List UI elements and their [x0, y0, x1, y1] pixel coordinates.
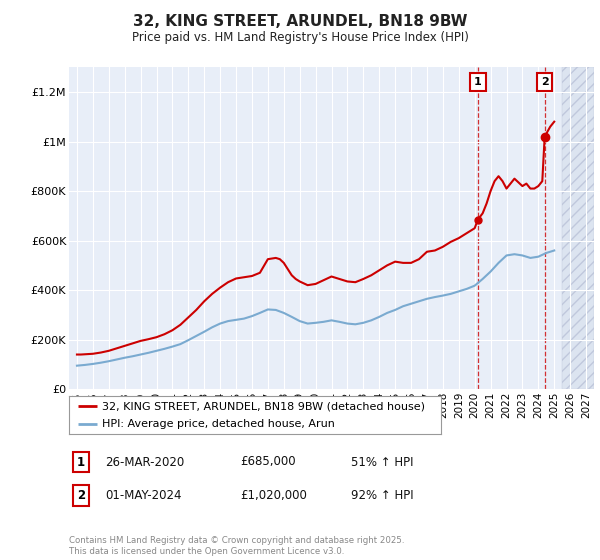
Bar — [562, 67, 594, 389]
Text: 92% ↑ HPI: 92% ↑ HPI — [351, 489, 413, 502]
Text: £685,000: £685,000 — [240, 455, 296, 469]
Text: HPI: Average price, detached house, Arun: HPI: Average price, detached house, Arun — [103, 419, 335, 429]
Text: Contains HM Land Registry data © Crown copyright and database right 2025.
This d: Contains HM Land Registry data © Crown c… — [69, 536, 404, 556]
Text: 32, KING STREET, ARUNDEL, BN18 9BW: 32, KING STREET, ARUNDEL, BN18 9BW — [133, 14, 467, 29]
Text: 1: 1 — [474, 77, 482, 87]
Text: 2: 2 — [541, 77, 548, 87]
Text: Price paid vs. HM Land Registry's House Price Index (HPI): Price paid vs. HM Land Registry's House … — [131, 31, 469, 44]
Text: 51% ↑ HPI: 51% ↑ HPI — [351, 455, 413, 469]
Text: £1,020,000: £1,020,000 — [240, 489, 307, 502]
Text: 32, KING STREET, ARUNDEL, BN18 9BW (detached house): 32, KING STREET, ARUNDEL, BN18 9BW (deta… — [103, 401, 425, 411]
Text: 2: 2 — [77, 489, 85, 502]
Bar — [562, 67, 594, 389]
Text: 01-MAY-2024: 01-MAY-2024 — [105, 489, 182, 502]
Text: 1: 1 — [77, 455, 85, 469]
Text: 26-MAR-2020: 26-MAR-2020 — [105, 455, 184, 469]
